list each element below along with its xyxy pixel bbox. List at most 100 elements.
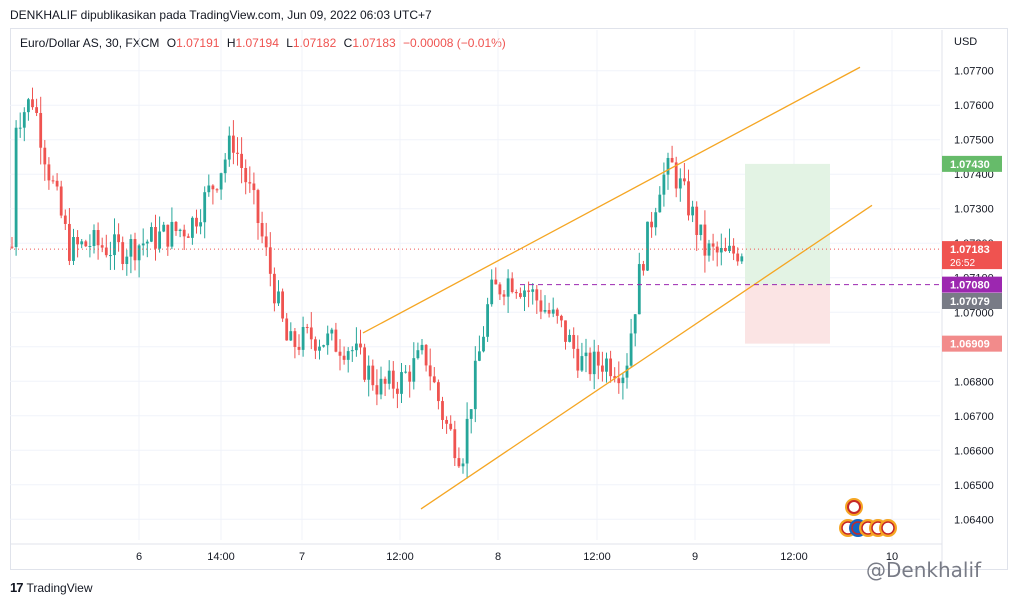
candle-body: [96, 230, 100, 246]
candle-body: [211, 185, 215, 190]
candle-body: [547, 310, 551, 314]
candle-body: [678, 178, 682, 189]
candle-body: [387, 370, 391, 384]
candle-body: [59, 186, 63, 216]
candle-body: [564, 320, 567, 342]
candle-body: [469, 409, 473, 419]
x-tick-label: 12:00: [386, 551, 414, 563]
candle-body: [666, 157, 670, 175]
candle-body: [355, 343, 358, 351]
candle-body: [141, 243, 145, 246]
candle-body: [186, 236, 190, 238]
author-watermark: @Denkhalif: [866, 558, 982, 582]
candle-body: [240, 153, 243, 168]
close-label: C: [343, 36, 353, 50]
price-axis-label: 1.07430: [950, 159, 990, 171]
candle-body: [199, 222, 202, 227]
y-tick-label: 1.07700: [954, 66, 994, 78]
x-tick-label: 9: [692, 551, 698, 563]
candle-body: [215, 189, 219, 191]
candle-body: [121, 242, 125, 264]
candle-body: [232, 135, 235, 153]
symbol-label: Euro/Dollar AS, 30, FXCM: [20, 36, 160, 50]
candle-body: [506, 278, 510, 297]
candle-body: [539, 300, 543, 312]
tradingview-logo-icon: 17: [10, 580, 24, 595]
candle-body: [236, 152, 239, 154]
candle-body: [453, 429, 457, 459]
candle-body: [711, 243, 715, 247]
candle-body: [359, 343, 362, 348]
candle-body: [629, 333, 633, 366]
candle-body: [396, 388, 399, 394]
candle-body: [51, 180, 55, 182]
candle-body: [31, 99, 34, 108]
candle-body: [371, 365, 375, 386]
candle-body: [150, 226, 153, 242]
candle-body: [543, 310, 547, 312]
candle-body: [601, 365, 604, 372]
x-tick-label: 6: [136, 551, 142, 563]
candle-body: [113, 234, 116, 256]
candle-body: [609, 358, 612, 377]
candle-body: [691, 206, 694, 216]
candle-body: [129, 239, 133, 257]
candle-body: [408, 371, 412, 382]
candle-body: [80, 241, 84, 245]
candle-body: [170, 221, 174, 247]
candle-body: [428, 365, 432, 377]
y-tick-label: 1.06600: [954, 445, 994, 457]
candle-body: [707, 243, 711, 256]
candle-body: [494, 279, 498, 285]
candle-body: [486, 304, 489, 337]
high-value: 1.07194: [235, 36, 279, 50]
candle-body: [10, 246, 14, 248]
candle-body: [555, 309, 559, 316]
candle-body: [654, 212, 658, 228]
candle-body: [178, 229, 182, 232]
candle-body: [740, 256, 744, 262]
candle-body: [55, 180, 59, 187]
candle-body: [662, 174, 666, 195]
candle-body: [285, 318, 289, 341]
price-axis-label: 1.07183: [950, 244, 990, 256]
candle-body: [535, 289, 539, 301]
candle-body: [736, 253, 740, 262]
candle-body: [551, 309, 555, 314]
candle-body: [728, 245, 731, 252]
target-zone: [745, 163, 830, 285]
candle-body: [514, 292, 518, 294]
candle-body: [109, 255, 112, 257]
candle-body: [248, 182, 252, 184]
tradingview-logo[interactable]: 17 TradingView: [10, 580, 93, 595]
candle-body: [576, 348, 580, 371]
candle-body: [43, 147, 47, 165]
candle-body: [580, 356, 584, 371]
price-axis-label: 1.06909: [950, 339, 990, 351]
candle-body: [424, 344, 428, 366]
candle-body: [367, 365, 371, 380]
candle-body: [703, 224, 707, 256]
ohlc-legend: Euro/Dollar AS, 30, FXCM O1.07191 H1.071…: [20, 36, 506, 50]
x-tick-label: 14:00: [207, 551, 235, 563]
countdown-label: 26:52: [950, 258, 975, 269]
candle-body: [719, 247, 723, 253]
candle-body: [531, 289, 535, 292]
y-tick-label: 1.06400: [954, 514, 994, 526]
candle-body: [338, 351, 342, 356]
candle-body: [441, 401, 444, 420]
candle-body: [650, 221, 653, 228]
candle-body: [379, 378, 383, 395]
candle-body: [605, 358, 608, 372]
candle-body: [334, 329, 338, 352]
chart-frame: [10, 28, 1008, 570]
candle-body: [350, 350, 354, 352]
candle-body: [699, 224, 703, 236]
currency-label: USD: [954, 36, 978, 48]
price-axis-label-bg: [942, 241, 1002, 270]
candle-body: [268, 247, 272, 274]
candle-body: [637, 264, 641, 315]
candle-body: [195, 217, 198, 227]
candle-body: [39, 112, 43, 148]
